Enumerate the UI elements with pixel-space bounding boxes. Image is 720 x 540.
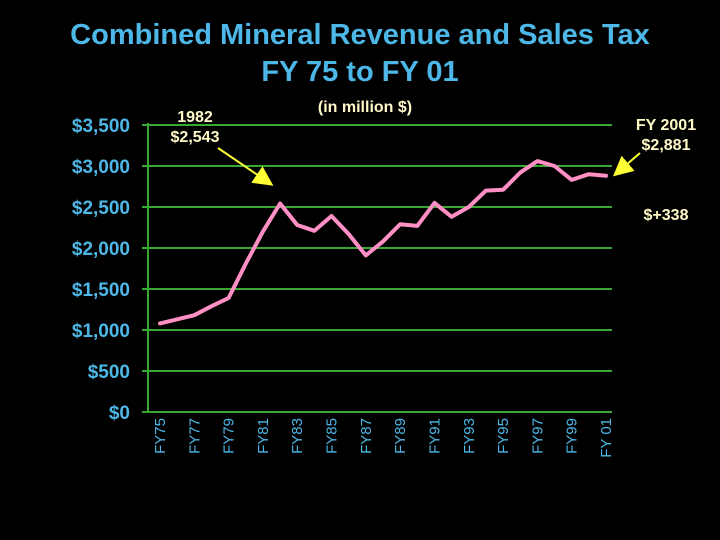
x-tick-label: FY95 [495, 418, 512, 454]
annotation-difference: $+338 [643, 207, 689, 224]
annotation-1982: 1982 $2,543 [140, 108, 250, 148]
annotation-1982-year: 1982 [177, 109, 213, 126]
annotation-fy2001: FY 2001 $2,881 [616, 116, 716, 156]
x-tick-label: FY97 [529, 418, 546, 454]
y-tick-label: $2,500 [72, 198, 130, 219]
x-tick-label: FY91 [426, 418, 443, 454]
x-tick-label: FY99 [564, 418, 581, 454]
arrow-1982 [217, 147, 274, 186]
y-tick-label: $3,500 [72, 116, 130, 137]
x-tick-label: FY 01 [598, 418, 615, 458]
x-tick-label: FY75 [152, 418, 169, 454]
x-tick-label: FY83 [289, 418, 306, 454]
annotation-1982-value: $2,543 [170, 129, 220, 146]
chart-title-line2: FY 75 to FY 01 [261, 56, 459, 88]
chart-subtitle: (in million $) [317, 99, 413, 116]
y-tick-label: $0 [109, 403, 130, 424]
x-tick-label: FY79 [221, 418, 238, 454]
x-tick-label: FY93 [461, 418, 478, 454]
annotation-fy2001-year: FY 2001 [635, 117, 697, 134]
y-tick-label: $3,000 [72, 157, 130, 178]
chart-title: Combined Mineral Revenue and Sales Tax [70, 19, 650, 51]
series-line [158, 159, 608, 326]
x-tick-label: FY81 [255, 418, 272, 454]
annotation-fy2001-value: $2,881 [641, 137, 691, 154]
y-tick-label: $500 [88, 362, 130, 383]
x-tick-label: FY77 [186, 418, 203, 454]
x-tick-label: FY87 [358, 418, 375, 454]
y-tick-label: $1,500 [72, 280, 130, 301]
arrow-fy2001 [612, 152, 641, 177]
y-tick-label: $1,000 [72, 321, 130, 342]
x-tick-label: FY85 [324, 418, 341, 454]
y-tick-label: $2,000 [72, 239, 130, 260]
x-tick-label: FY89 [392, 418, 409, 454]
